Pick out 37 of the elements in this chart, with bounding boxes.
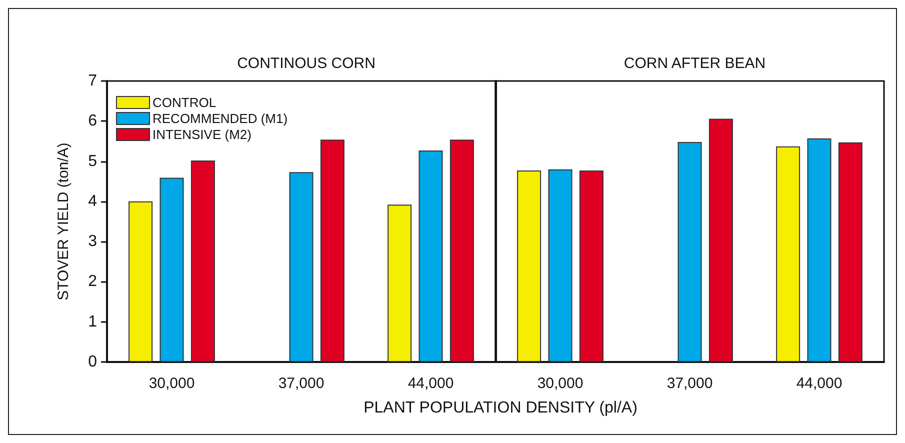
chart-title: CORN AFTER BEAN — [624, 55, 766, 72]
x-tick-label: 44,000 — [408, 375, 454, 392]
y-tick-label: 1 — [88, 313, 98, 330]
y-tick-label: 3 — [88, 233, 98, 250]
y-tick-label: 2 — [88, 273, 98, 290]
bar — [807, 138, 832, 362]
x-tick-label: 30,000 — [148, 375, 195, 392]
bar — [548, 169, 572, 362]
bar — [838, 142, 862, 362]
bar — [128, 201, 153, 362]
bar — [388, 204, 412, 362]
bar — [190, 160, 215, 362]
x-axis-title: PLANT POPULATION DENSITY (pl/A) — [364, 400, 638, 416]
y-tick-label: 4 — [88, 192, 98, 210]
bar — [708, 118, 733, 362]
x-tick-label: 44,000 — [796, 375, 842, 392]
bar — [517, 170, 542, 362]
bar — [160, 178, 184, 362]
y-axis-title: STOVER YIELD (ton/A) — [55, 142, 72, 300]
bar — [320, 140, 344, 362]
y-tick-label: 6 — [88, 112, 98, 130]
bar — [678, 142, 702, 362]
legend-label: INTENSIVE (M2) — [152, 127, 252, 142]
y-tick-label: 7 — [88, 72, 98, 90]
bar — [418, 150, 443, 362]
legend-label: CONTROL — [152, 95, 216, 110]
x-tick-label: 30,000 — [537, 375, 584, 392]
bar — [450, 140, 474, 362]
bar — [579, 170, 604, 362]
x-tick-label: 37,000 — [666, 375, 713, 392]
legend-label: RECOMMENDED (M1) — [152, 111, 288, 126]
bar — [289, 172, 314, 362]
x-tick-label: 37,000 — [278, 375, 324, 392]
bar — [776, 146, 800, 362]
y-tick-label: 5 — [88, 152, 98, 170]
y-tick-label: 0 — [88, 354, 98, 370]
chart-title: CONTINOUS CORN — [237, 55, 376, 72]
